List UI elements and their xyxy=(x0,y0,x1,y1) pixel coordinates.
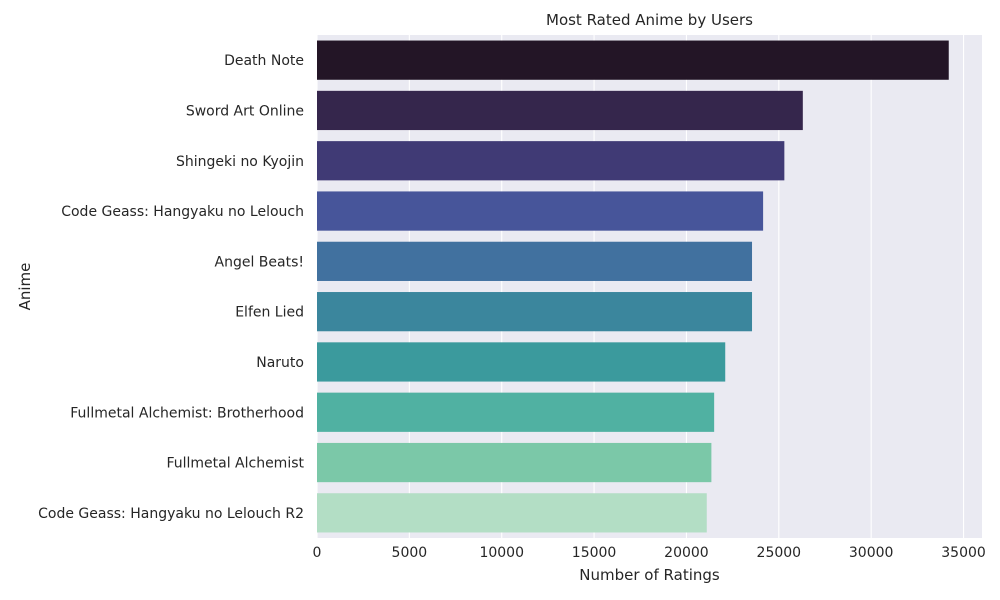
bar xyxy=(317,342,726,382)
x-tick-label: 35000 xyxy=(941,545,986,561)
y-tick-label: Fullmetal Alchemist: Brotherhood xyxy=(70,405,304,421)
y-tick-label: Code Geass: Hangyaku no Lelouch R2 xyxy=(38,506,304,522)
bar xyxy=(317,493,707,533)
x-tick-label: 5000 xyxy=(392,545,428,561)
y-tick-label: Sword Art Online xyxy=(186,103,304,119)
x-tick-label: 25000 xyxy=(757,545,802,561)
y-axis-title: Anime xyxy=(16,263,34,311)
x-tick-labels: 0 5000 10000 15000 20000 25000 30000 35000 xyxy=(313,545,986,561)
y-tick-label: Death Note xyxy=(224,53,304,69)
x-tick-label: 30000 xyxy=(849,545,894,561)
bar xyxy=(317,292,753,332)
bar xyxy=(317,40,949,80)
x-tick-label: 20000 xyxy=(664,545,709,561)
y-tick-label: Elfen Lied xyxy=(235,305,304,321)
y-tick-label: Fullmetal Alchemist xyxy=(166,456,304,472)
x-tick-label: 10000 xyxy=(479,545,524,561)
bars xyxy=(317,40,949,533)
chart-title: Most Rated Anime by Users xyxy=(546,11,753,29)
y-tick-label: Code Geass: Hangyaku no Lelouch xyxy=(61,204,304,220)
bar xyxy=(317,392,715,432)
x-tick-label: 15000 xyxy=(572,545,617,561)
x-axis-title: Number of Ratings xyxy=(579,566,720,584)
bar xyxy=(317,191,764,231)
bar xyxy=(317,442,712,483)
y-tick-label: Angel Beats! xyxy=(215,254,304,270)
y-tick-labels: Death Note Sword Art Online Shingeki no Ky… xyxy=(38,53,304,522)
y-tick-label: Naruto xyxy=(256,355,304,371)
bar xyxy=(317,90,803,131)
bar xyxy=(317,241,753,281)
bar xyxy=(317,141,785,181)
x-tick-label: 0 xyxy=(313,545,322,561)
y-tick-label: Shingeki no Kyojin xyxy=(176,154,304,170)
